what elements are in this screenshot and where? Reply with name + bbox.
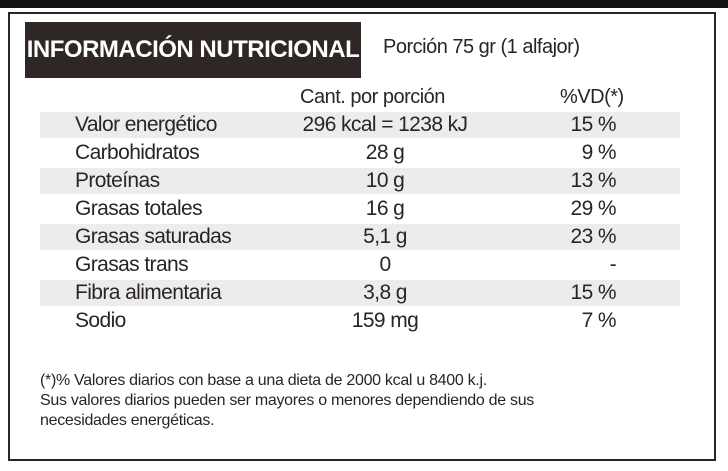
amount: 16 g xyxy=(365,197,405,220)
nutrient: Sodio xyxy=(75,309,126,332)
footnote-line: Sus valores diarios pueden ser mayores o… xyxy=(40,392,534,409)
daily-value: 13 % xyxy=(570,169,617,192)
column-header: Cant. por porción xyxy=(300,86,445,108)
amount: 5,1 g xyxy=(363,225,407,248)
nutrient: Grasas saturadas xyxy=(75,225,232,248)
row-band xyxy=(40,224,680,250)
row-band xyxy=(40,168,680,194)
serving: Porción 75 gr (1 alfajor) xyxy=(383,36,580,58)
amount: 159 mg xyxy=(351,309,419,332)
daily-value: 9 % xyxy=(581,141,617,164)
amount: 3,8 g xyxy=(363,281,407,304)
amount: 10 g xyxy=(365,169,405,192)
title: INFORMACIÓN NUTRICIONAL xyxy=(26,36,360,63)
title-box xyxy=(25,22,361,78)
amount: 28 g xyxy=(365,141,405,164)
daily-value: - xyxy=(609,253,617,276)
daily-value: 15 % xyxy=(570,281,617,304)
daily-value: 23 % xyxy=(570,225,617,248)
footnote-line: necesidades energéticas. xyxy=(40,412,215,429)
footnote-line: (*)% Valores diarios con base a una diet… xyxy=(40,372,487,389)
amount: 0 xyxy=(379,253,391,276)
top-bar xyxy=(0,0,728,8)
nutrient: Grasas totales xyxy=(75,197,203,220)
row-band xyxy=(40,112,680,138)
nutrient: Valor energético xyxy=(75,113,217,136)
nutrient: Fibra alimentaria xyxy=(75,281,222,304)
row-band xyxy=(40,280,680,306)
nutrient: Carbohidratos xyxy=(75,141,200,164)
nutrient: Grasas trans xyxy=(75,253,189,276)
amount: 296 kcal = 1238 kJ xyxy=(302,113,469,136)
label-frame xyxy=(8,12,716,461)
daily-value: 7 % xyxy=(581,309,617,332)
daily-value: 15 % xyxy=(570,113,617,136)
column-header: %VD(*) xyxy=(560,86,624,108)
daily-value: 29 % xyxy=(570,197,617,220)
nutrient: Proteínas xyxy=(75,169,160,192)
